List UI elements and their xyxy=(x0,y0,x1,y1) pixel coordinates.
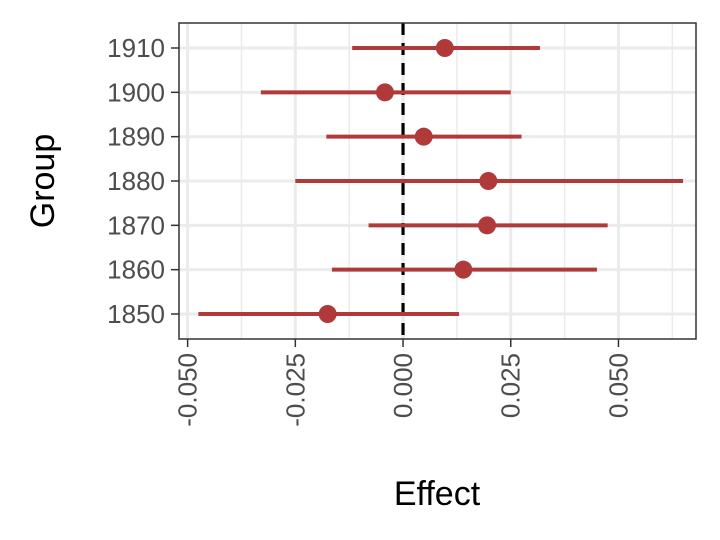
series-marks xyxy=(198,39,684,323)
point-estimate xyxy=(478,216,497,235)
y-tick-label: 1850 xyxy=(107,299,165,329)
point-estimate xyxy=(414,127,433,146)
y-tick-label: 1880 xyxy=(107,166,165,196)
y-tick-label: 1900 xyxy=(107,77,165,107)
point-estimate xyxy=(375,83,394,102)
y-axis-title: Group xyxy=(24,134,62,229)
x-tick-label: -0.025 xyxy=(280,353,310,427)
x-tick-label: 0.000 xyxy=(388,353,418,418)
point-estimate xyxy=(318,305,337,323)
x-tick-label: 0.025 xyxy=(496,353,526,418)
point-estimate xyxy=(454,260,473,279)
x-tick-label: 0.050 xyxy=(603,353,633,418)
y-axis: 1850 1860 1870 1880 1890 1900 1910 xyxy=(107,33,179,329)
point-estimate xyxy=(479,172,498,190)
x-tick-label: -0.050 xyxy=(173,353,203,427)
x-axis: -0.050 -0.025 0.000 0.025 0.050 xyxy=(173,339,633,427)
point-estimate xyxy=(435,39,454,57)
y-tick-label: 1890 xyxy=(107,122,165,152)
y-tick-label: 1910 xyxy=(107,33,165,63)
y-tick-label: 1870 xyxy=(107,210,165,240)
y-tick-label: 1860 xyxy=(107,255,165,285)
x-axis-title: Effect xyxy=(394,475,481,513)
